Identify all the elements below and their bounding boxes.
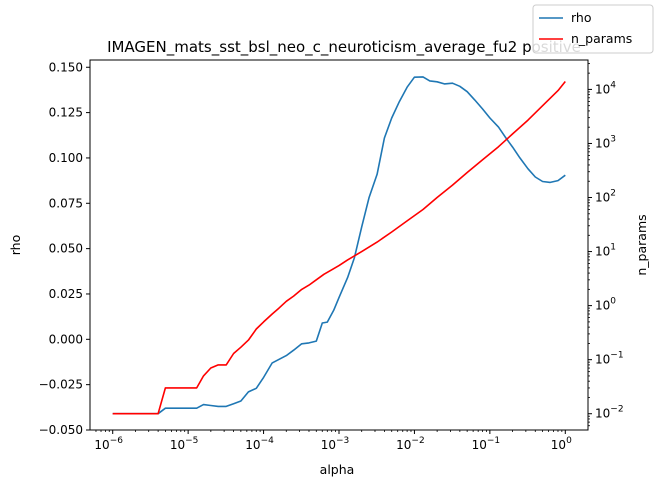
y2-tick-label: 104 bbox=[595, 80, 616, 96]
y2-tick-label: 10−2 bbox=[595, 405, 624, 421]
y-tick-label: −0.025 bbox=[39, 378, 83, 392]
y2-axis-label: n_params bbox=[634, 214, 649, 275]
y2-tick-label: 102 bbox=[595, 189, 616, 205]
y-tick-label: 0.025 bbox=[49, 287, 83, 301]
x-tick-label: 10−6 bbox=[94, 436, 123, 452]
y-tick-label: 0.050 bbox=[49, 242, 83, 256]
y2-tick-label: 101 bbox=[595, 243, 616, 259]
x-tick-label: 10−5 bbox=[170, 436, 199, 452]
y-tick-label: 0.000 bbox=[49, 332, 83, 346]
series-layer bbox=[112, 76, 566, 415]
x-tick-label: 10−1 bbox=[472, 436, 501, 452]
legend: rho n_params bbox=[532, 4, 654, 54]
legend-box bbox=[532, 4, 654, 54]
chart-title: IMAGEN_mats_sst_bsl_neo_c_neuroticism_av… bbox=[107, 38, 581, 57]
legend-label-rho: rho bbox=[571, 10, 592, 25]
x-tick-label: 10−2 bbox=[396, 436, 425, 452]
y2-tick-label: 100 bbox=[595, 297, 616, 313]
series-line-n_params bbox=[112, 80, 566, 415]
y-tick-label: 0.150 bbox=[49, 60, 83, 74]
y-tick-label: 0.075 bbox=[49, 196, 83, 210]
y-tick-label: −0.050 bbox=[39, 423, 83, 437]
x-tick-label: 100 bbox=[551, 436, 572, 452]
x-axis-label: alpha bbox=[320, 462, 355, 477]
y-axis-label: rho bbox=[8, 235, 23, 256]
y-tick-label: 0.125 bbox=[49, 106, 83, 120]
y-tick-label: 0.100 bbox=[49, 151, 83, 165]
plot-frame bbox=[89, 59, 589, 431]
x-tick-label: 10−3 bbox=[321, 436, 350, 452]
y2-tick-label: 10−1 bbox=[595, 351, 624, 367]
series-line-rho bbox=[112, 76, 566, 415]
y2-tick-label: 103 bbox=[595, 134, 616, 150]
x-tick-label: 10−4 bbox=[245, 436, 274, 452]
legend-label-n_params: n_params bbox=[571, 31, 632, 46]
